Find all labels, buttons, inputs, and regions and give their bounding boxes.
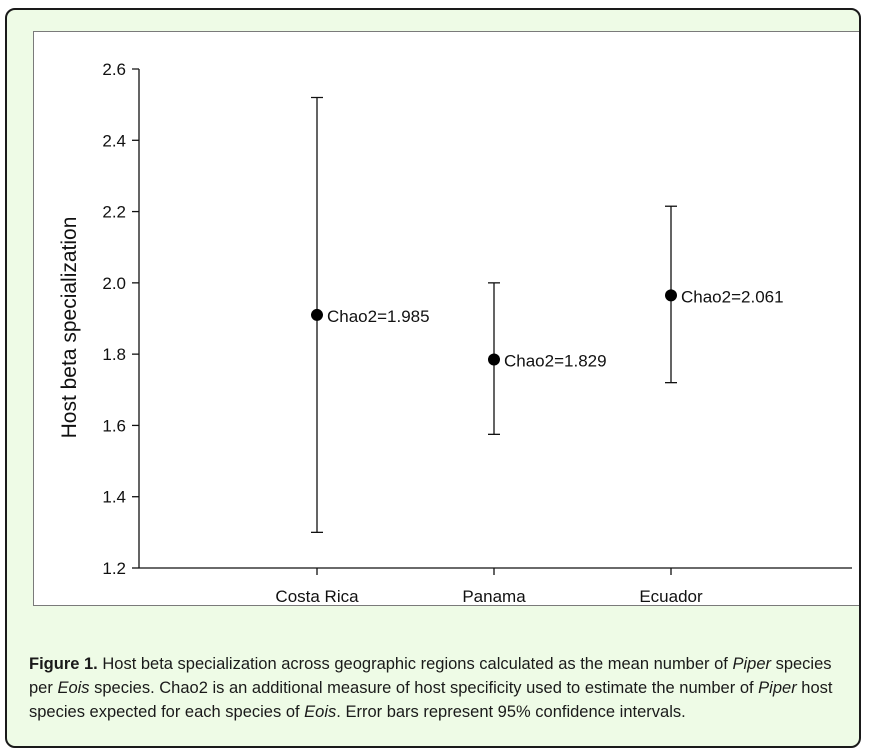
data-point [488, 353, 500, 366]
data-point [665, 289, 677, 302]
y-tick-label: 2.2 [102, 203, 126, 222]
caption-text-4: host species expected for each species o… [29, 679, 833, 721]
figure-frame: 1.2 1.4 1.6 1.8 2.0 2.2 2.4 2.6 Costa Rica Panama… [5, 8, 861, 748]
y-tick-label: 2.0 [102, 274, 126, 293]
caption-piper-2: Piper [758, 679, 797, 697]
y-tick-label: 1.4 [102, 488, 126, 507]
caption-text-2: species per [29, 655, 832, 697]
point-annotation: Chao2=1.829 [504, 351, 607, 370]
caption-text-1: Host beta specialization across geograph… [97, 655, 733, 673]
data-point [311, 308, 323, 321]
y-tick-label: 1.6 [102, 416, 126, 435]
x-tick-label: Ecuador [639, 587, 703, 605]
point-annotation: Chao2=1.985 [327, 307, 430, 326]
caption-eois-1: Eois [57, 679, 90, 697]
chart-svg: 1.2 1.4 1.6 1.8 2.0 2.2 2.4 2.6 Costa Rica Panama… [58, 60, 852, 605]
plot-area: 1.2 1.4 1.6 1.8 2.0 2.2 2.4 2.6 Costa Rica Panama… [33, 31, 859, 606]
x-tick-label: Costa Rica [275, 587, 359, 605]
caption-piper-1: Piper [732, 655, 771, 673]
y-tick-label: 2.4 [102, 131, 126, 150]
y-tick-label: 1.8 [102, 345, 126, 364]
x-tick-label: Panama [462, 587, 526, 605]
caption-eois-2: Eois [304, 703, 337, 721]
point-annotation: Chao2=2.061 [681, 287, 784, 306]
caption-text-3: species. Chao2 is an additional measure … [89, 679, 759, 697]
y-tick-label: 2.6 [102, 60, 126, 79]
figure-caption: Figure 1. Host beta specialization acros… [29, 652, 844, 724]
y-tick-label: 1.2 [102, 559, 126, 578]
figure-label: Figure 1. [29, 655, 98, 673]
y-axis-label: Host beta specialization [58, 217, 81, 439]
caption-text-5: . Error bars represent 95% confidence in… [336, 703, 686, 721]
